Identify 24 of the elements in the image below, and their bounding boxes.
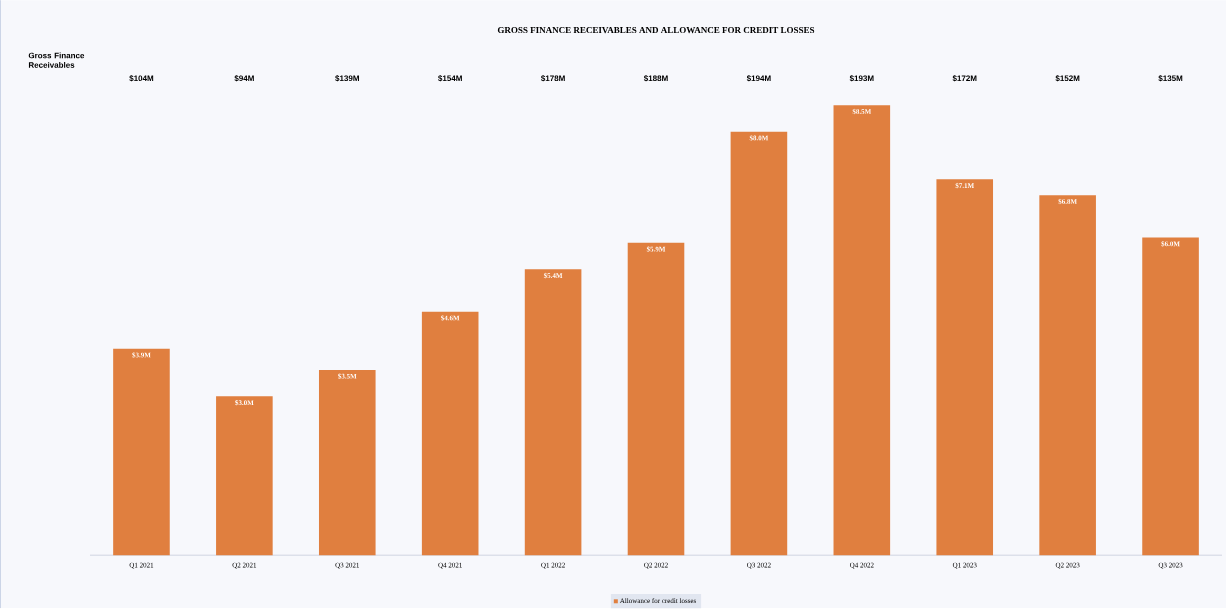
text: Gross Finance Receivables <box>28 52 85 69</box>
text: $104M <box>129 75 154 82</box>
bar <box>318 370 376 556</box>
text: $172M <box>952 75 977 82</box>
bar <box>730 131 788 556</box>
text: $188M <box>643 75 668 82</box>
text: $94M <box>234 75 254 82</box>
text: $193M <box>849 75 874 82</box>
chart-title: GROSS FINANCE RECEIVABLES AND ALLOWANCE FOR CREDIT LOSSES <box>497 27 815 34</box>
bar <box>421 311 479 556</box>
text: $194M <box>746 75 771 82</box>
bar <box>113 348 170 556</box>
text: $139M <box>335 75 359 82</box>
text: $154M <box>438 75 462 82</box>
bar <box>1039 195 1096 556</box>
bar <box>1142 237 1199 556</box>
bar <box>524 269 582 556</box>
text: $178M <box>540 75 565 82</box>
bar <box>936 179 994 556</box>
text: $152M <box>1055 75 1080 82</box>
text: $135M <box>1158 75 1183 82</box>
bar <box>833 105 891 556</box>
bar <box>627 243 685 556</box>
bar <box>216 396 273 556</box>
